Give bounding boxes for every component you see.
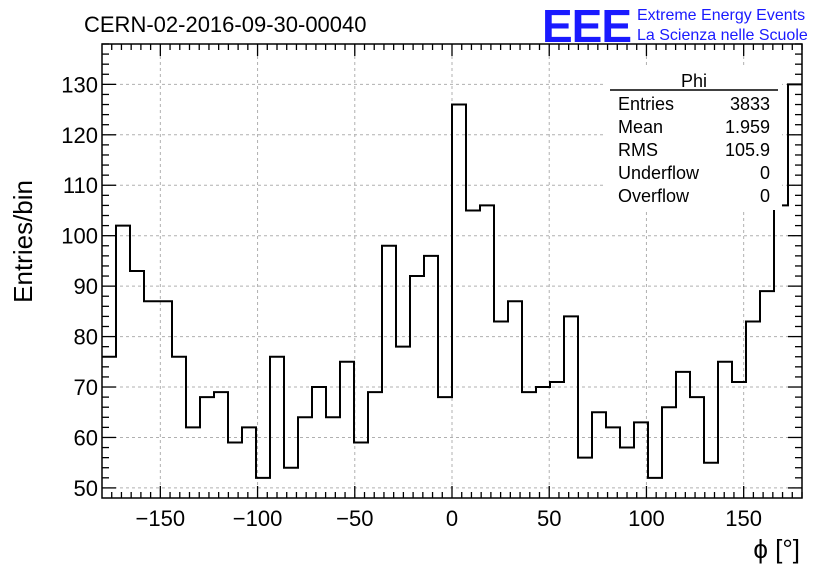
histogram-bin <box>186 427 200 498</box>
stats-value: 0 <box>760 186 770 206</box>
histogram-bin <box>158 301 172 498</box>
histogram-bin <box>662 407 676 498</box>
histogram-bin <box>130 271 144 498</box>
histogram-bin <box>690 397 704 498</box>
x-tick-label: −150 <box>136 506 186 531</box>
y-tick-label: 120 <box>61 123 98 148</box>
stats-value: 0 <box>760 163 770 183</box>
histogram-bin <box>242 427 256 498</box>
y-tick-label: 80 <box>74 325 98 350</box>
histogram-bin <box>228 443 242 498</box>
histogram-bin <box>606 427 620 498</box>
histogram-bin <box>410 276 424 498</box>
histogram-bin <box>704 463 718 498</box>
histogram-bin <box>382 246 396 498</box>
stats-label: RMS <box>618 140 658 160</box>
histogram-bin <box>718 362 732 498</box>
y-tick-label: 50 <box>74 476 98 501</box>
histogram-outline <box>102 83 802 479</box>
x-tick-label: 150 <box>725 506 762 531</box>
histogram-bin <box>396 347 410 498</box>
stats-value: 3833 <box>730 94 770 114</box>
x-tick-label: 50 <box>537 506 561 531</box>
histogram-bin <box>354 443 368 498</box>
histogram-bin <box>200 397 214 498</box>
histogram-bin <box>522 392 536 498</box>
tick-labels: −150 −100 −50 0 50 100 150 50 60 70 80 90 100 110 120 1… <box>61 72 762 531</box>
histogram-bin <box>550 382 564 498</box>
logo-line-1: Extreme Energy Events <box>637 7 805 24</box>
histogram-bin <box>494 321 508 498</box>
histogram-bin <box>326 417 340 498</box>
x-tick-label: 0 <box>446 506 458 531</box>
y-tick-label: 70 <box>74 375 98 400</box>
histogram-bin <box>480 205 494 498</box>
histogram-bin <box>536 387 550 498</box>
stats-box-title: Phi <box>681 71 707 91</box>
histogram-bin <box>214 392 228 498</box>
histogram-bin <box>508 301 522 498</box>
histogram-bin <box>578 458 592 498</box>
stats-value: 105.9 <box>725 140 770 160</box>
y-tick-label: 110 <box>63 173 98 198</box>
histogram-bin <box>368 392 382 498</box>
stats-value: 1.959 <box>725 117 770 137</box>
y-tick-label: 130 <box>61 72 98 97</box>
x-tick-label: −100 <box>233 506 283 531</box>
histogram-bin <box>270 357 284 498</box>
histogram-bin <box>172 357 186 498</box>
histogram-bin <box>312 387 326 498</box>
histogram-bin <box>564 316 578 498</box>
histogram-bin <box>732 382 746 498</box>
histogram-bin <box>424 256 438 498</box>
y-tick-label: 100 <box>61 224 98 249</box>
y-tick-label: 90 <box>74 274 98 299</box>
stats-label: Mean <box>618 117 663 137</box>
chart-title: CERN-02-2016-09-30-00040 <box>84 12 367 37</box>
histogram-bin <box>466 210 480 498</box>
histogram-bin <box>144 301 158 498</box>
histogram-bin <box>592 412 606 498</box>
histogram-bin <box>116 226 130 498</box>
y-axis-label: Entries/bin <box>8 180 38 303</box>
stats-label: Overflow <box>618 186 690 206</box>
histogram-bin <box>620 448 634 498</box>
eee-logo: EEE Extreme Energy Events La Scienza nel… <box>542 0 808 52</box>
histogram-bin <box>340 362 354 498</box>
histogram-bin <box>774 205 788 498</box>
histogram-bin <box>438 397 452 498</box>
stats-box: Phi Entries 3833 Mean 1.959 RMS 105.9 Underflo… <box>606 66 782 210</box>
histogram-bin <box>676 372 690 498</box>
logo-line-2: La Scienza nelle Scuole <box>637 27 808 44</box>
stats-label: Underflow <box>618 163 700 183</box>
x-tick-label: 100 <box>628 506 665 531</box>
histogram-bin <box>760 291 774 498</box>
y-tick-label: 60 <box>74 425 98 450</box>
x-tick-label: −50 <box>336 506 373 531</box>
histogram-bin <box>746 321 760 498</box>
x-axis-label: ϕ [°] <box>753 534 800 564</box>
histogram-bin <box>788 84 802 498</box>
axis-ticks <box>102 43 803 498</box>
histogram-bin <box>452 105 466 498</box>
stats-label: Entries <box>618 94 674 114</box>
histogram-series <box>102 83 802 498</box>
histogram-bin <box>298 417 312 498</box>
histogram-bin <box>648 478 662 498</box>
